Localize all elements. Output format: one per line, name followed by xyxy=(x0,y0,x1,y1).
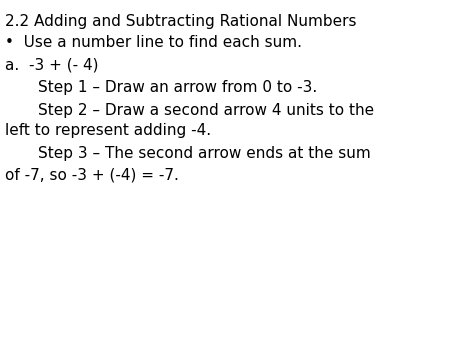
Text: •  Use a number line to find each sum.: • Use a number line to find each sum. xyxy=(5,35,302,50)
Text: Step 2 – Draw a second arrow 4 units to the: Step 2 – Draw a second arrow 4 units to … xyxy=(38,103,374,118)
Text: left to represent adding -4.: left to represent adding -4. xyxy=(5,123,212,138)
Text: a.  -3 + (- 4): a. -3 + (- 4) xyxy=(5,57,99,72)
Text: of -7, so -3 + (-4) = -7.: of -7, so -3 + (-4) = -7. xyxy=(5,167,179,182)
Text: Step 1 – Draw an arrow from 0 to -3.: Step 1 – Draw an arrow from 0 to -3. xyxy=(38,80,318,95)
Text: Step 3 – The second arrow ends at the sum: Step 3 – The second arrow ends at the su… xyxy=(38,146,371,161)
Text: 2.2 Adding and Subtracting Rational Numbers: 2.2 Adding and Subtracting Rational Numb… xyxy=(5,14,357,28)
